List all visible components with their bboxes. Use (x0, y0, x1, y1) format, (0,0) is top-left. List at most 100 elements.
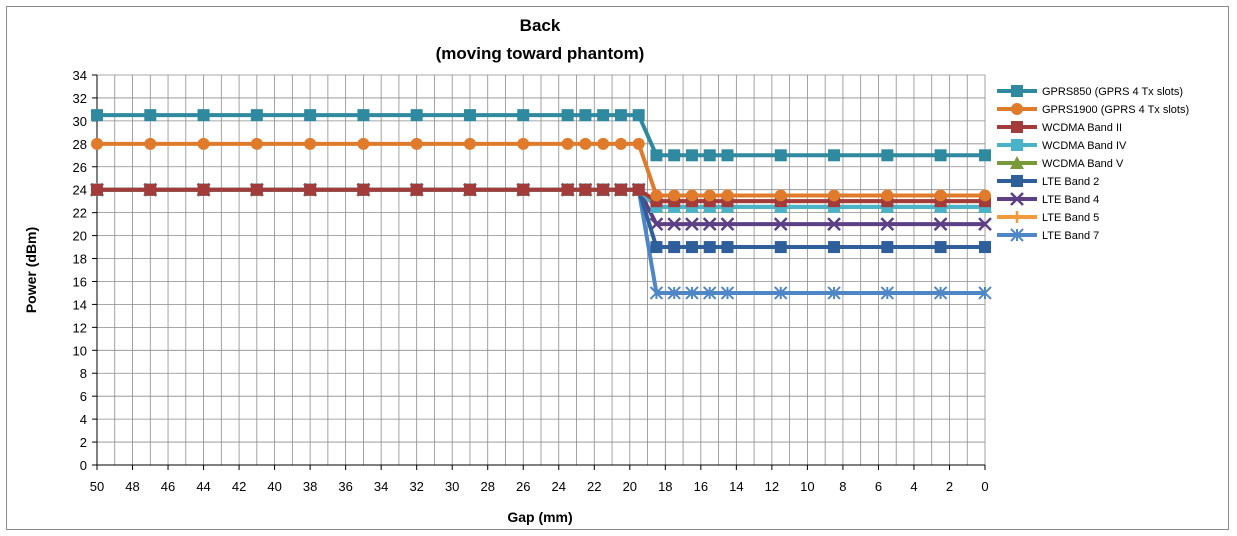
series-line (97, 141, 985, 198)
data-point (934, 241, 947, 254)
y-tick-label: 12 (73, 320, 87, 335)
data-point (561, 183, 574, 196)
data-point (304, 183, 317, 196)
y-tick-label: 20 (73, 229, 87, 244)
legend-item: WCDMA Band II (997, 121, 1122, 134)
legend-item: LTE Band 5 (997, 211, 1099, 224)
data-point (685, 241, 698, 254)
data-point (250, 183, 263, 196)
data-point (703, 241, 716, 254)
data-point (250, 137, 263, 150)
data-point (827, 217, 841, 232)
x-tick-label: 34 (374, 479, 388, 494)
y-tick-label: 2 (80, 435, 87, 450)
y-tick-label: 22 (73, 206, 87, 221)
data-point (828, 149, 841, 162)
legend-item: WCDMA Band IV (997, 139, 1127, 152)
chart-title-line2: (moving toward phantom) (436, 44, 645, 63)
x-tick-label: 46 (161, 479, 175, 494)
data-point (979, 189, 991, 202)
legend-label: LTE Band 2 (1042, 176, 1099, 188)
data-point (91, 109, 103, 122)
data-point (667, 286, 681, 300)
legend-item: LTE Band 7 (997, 228, 1099, 242)
data-point (828, 189, 841, 202)
data-point (703, 286, 717, 300)
data-point (649, 286, 664, 300)
legend-label: LTE Band 5 (1042, 212, 1099, 224)
data-point (880, 286, 895, 300)
series-1 (91, 109, 991, 162)
x-tick-label: 14 (729, 479, 743, 494)
data-point (721, 149, 734, 162)
data-point (144, 109, 157, 122)
data-point (632, 137, 645, 150)
x-axis-title: Gap (mm) (507, 509, 572, 525)
legend-item: LTE Band 2 (997, 175, 1099, 188)
data-point (881, 241, 894, 254)
data-point (880, 217, 895, 232)
data-point (614, 109, 627, 122)
data-point (668, 241, 681, 254)
y-tick-label: 24 (73, 183, 87, 198)
data-point (668, 189, 681, 202)
data-point (410, 137, 423, 150)
y-tick-label: 18 (73, 252, 87, 267)
x-tick-label: 4 (910, 479, 917, 494)
x-tick-label: 40 (267, 479, 281, 494)
legend-swatch-marker (1011, 121, 1023, 133)
data-point (881, 189, 894, 202)
legend-item: LTE Band 4 (997, 192, 1099, 206)
data-point (933, 217, 948, 232)
data-point (579, 109, 592, 122)
data-point (685, 217, 699, 232)
data-point (979, 149, 991, 162)
data-point (703, 189, 716, 202)
chart-title-line1: Back (520, 16, 561, 35)
data-point (357, 137, 370, 150)
legend-label: LTE Band 4 (1042, 194, 1099, 206)
x-tick-label: 24 (552, 479, 566, 494)
data-point (463, 183, 476, 196)
legend-label: GPRS850 (GPRS 4 Tx slots) (1042, 86, 1183, 98)
legend-swatch-marker (1010, 228, 1024, 242)
data-point (720, 217, 735, 232)
y-tick-label: 16 (73, 274, 87, 289)
legend-swatch-marker (1011, 85, 1023, 97)
x-tick-label: 44 (196, 479, 210, 494)
series-line (97, 187, 985, 204)
series-layer (90, 109, 992, 300)
legend-swatch-marker (1011, 175, 1023, 187)
y-tick-label: 30 (73, 114, 87, 129)
legend-label: WCDMA Band II (1042, 122, 1122, 134)
data-point (934, 149, 947, 162)
legend: GPRS850 (GPRS 4 Tx slots) GPRS1900 (GPRS … (997, 85, 1189, 242)
legend-swatch-marker (1011, 103, 1023, 115)
data-point (650, 241, 663, 254)
data-point (774, 286, 788, 300)
x-tick-label: 12 (765, 479, 779, 494)
data-point (774, 149, 787, 162)
data-point (668, 149, 681, 162)
x-tick-label: 2 (946, 479, 953, 494)
legend-swatch-marker (1011, 139, 1023, 151)
legend-label: GPRS1900 (GPRS 4 Tx slots) (1042, 104, 1189, 116)
series-2 (91, 137, 991, 202)
data-point (774, 189, 787, 202)
data-point (721, 189, 734, 202)
x-tick-label: 6 (875, 479, 882, 494)
data-point (979, 241, 991, 254)
data-point (933, 286, 948, 300)
x-tick-label: 28 (480, 479, 494, 494)
data-point (881, 149, 894, 162)
data-point (685, 189, 698, 202)
data-point (978, 286, 992, 300)
data-point (667, 217, 682, 232)
data-point (685, 286, 699, 300)
data-point (978, 217, 992, 232)
data-point (91, 137, 103, 150)
data-point (561, 137, 574, 150)
data-point (774, 241, 787, 254)
